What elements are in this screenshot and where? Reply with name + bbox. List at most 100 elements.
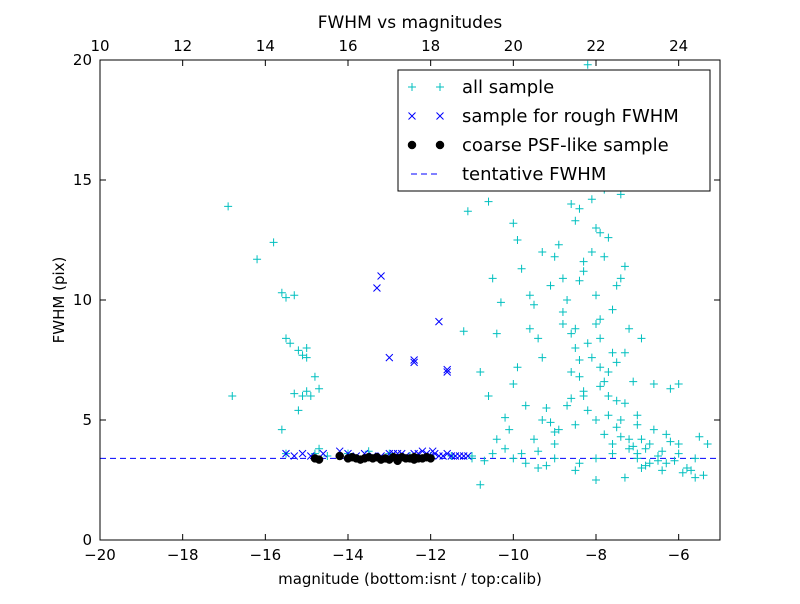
point-plus-14	[298, 392, 307, 400]
point-plus-137-shape	[649, 425, 658, 434]
point-plus-95	[662, 430, 671, 439]
point-x-6	[443, 365, 452, 374]
legend-symbol-x-a	[408, 112, 416, 120]
point-plus-120-shape	[587, 248, 596, 256]
point-plus-56	[550, 252, 559, 261]
point-plus-2	[253, 255, 262, 264]
point-plus-175	[554, 425, 563, 434]
point-plus-151-shape	[600, 430, 609, 439]
point-plus-167	[596, 228, 605, 237]
legend-symbol-x-b	[436, 112, 444, 120]
point-plus-56-shape	[550, 252, 559, 261]
x-axis-label: magnitude (bottom:isnt / top:calib)	[278, 570, 542, 588]
point-plus-155-shape	[645, 440, 654, 448]
point-plus-166-shape	[579, 267, 588, 276]
point-plus-51	[542, 404, 551, 412]
point-dot-1-shape	[314, 455, 324, 464]
point-plus-135-shape	[616, 416, 625, 424]
point-x-8-shape	[282, 449, 290, 458]
point-plus-16-shape	[310, 372, 319, 381]
point-plus-173	[521, 401, 530, 410]
point-plus-65	[575, 356, 584, 364]
point-plus-89	[637, 334, 646, 343]
point-plus-84	[620, 399, 629, 408]
point-plus-137	[649, 425, 658, 434]
point-plus-181-shape	[633, 454, 642, 463]
y-axis-label: FWHM (pix)	[50, 257, 68, 344]
point-plus-72-shape	[592, 320, 600, 328]
point-plus-101	[687, 466, 696, 475]
series-dot	[310, 451, 435, 466]
point-x-38-shape	[428, 447, 437, 456]
point-plus-41-shape	[496, 298, 505, 307]
point-plus-153-shape	[625, 444, 634, 453]
point-plus-69	[583, 406, 592, 415]
point-plus-64-shape	[571, 344, 580, 352]
point-plus-1-shape	[228, 392, 237, 400]
point-plus-79-shape	[608, 348, 617, 357]
point-plus-136-shape	[633, 411, 642, 420]
point-plus-168-shape	[538, 248, 547, 256]
x-tick-label: −10	[498, 546, 530, 564]
top-tick-label: 12	[173, 37, 192, 55]
point-plus-14-shape	[298, 392, 307, 400]
point-plus-0-shape	[224, 202, 233, 211]
point-plus-59-shape	[558, 308, 567, 316]
point-plus-78	[604, 411, 613, 420]
point-plus-143	[571, 466, 580, 475]
point-plus-153	[625, 444, 634, 453]
x-tick-label: −14	[332, 546, 364, 564]
legend-symbol-dot-a	[407, 140, 417, 150]
point-plus-67	[579, 257, 588, 266]
point-plus-156-shape	[658, 447, 667, 456]
point-plus-71-shape	[592, 224, 600, 232]
point-plus-104-shape	[699, 471, 708, 480]
top-tick-label: 14	[256, 37, 275, 55]
point-plus-165-shape	[612, 281, 621, 290]
point-plus-141-shape	[620, 473, 629, 482]
point-plus-36	[484, 197, 493, 206]
y-tick-label: 5	[82, 411, 92, 429]
point-plus-19-shape	[277, 425, 286, 434]
point-dot-24-shape	[376, 455, 386, 464]
point-plus-138-shape	[666, 437, 675, 446]
point-plus-131-shape	[579, 387, 588, 396]
point-plus-12	[302, 353, 311, 362]
point-plus-7	[282, 334, 290, 343]
point-dot-25-shape	[356, 455, 365, 464]
legend-symbol-dot-b	[435, 140, 445, 150]
point-plus-132-shape	[612, 396, 621, 405]
point-plus-146	[501, 444, 510, 453]
point-dot-21-shape	[426, 454, 435, 463]
point-plus-92-shape	[649, 380, 658, 388]
point-plus-127-shape	[583, 339, 592, 348]
point-plus-158-shape	[629, 377, 638, 386]
point-plus-170	[525, 324, 534, 333]
legend-symbol-plus-b-shape	[436, 83, 444, 91]
point-plus-69-shape	[583, 406, 592, 415]
point-plus-120	[587, 248, 596, 256]
point-plus-188	[637, 464, 646, 472]
point-plus-91	[645, 459, 654, 468]
point-plus-183	[691, 454, 700, 463]
point-plus-54	[521, 459, 530, 468]
point-plus-66-shape	[575, 372, 584, 381]
point-plus-1	[228, 392, 237, 400]
point-plus-74-shape	[596, 363, 605, 372]
point-plus-128	[612, 358, 621, 367]
point-plus-44-shape	[509, 219, 518, 228]
point-plus-177-shape	[468, 454, 476, 463]
point-plus-145-shape	[517, 449, 526, 458]
point-plus-145	[517, 449, 526, 458]
point-dot-21	[426, 454, 435, 463]
point-plus-90-shape	[641, 444, 650, 453]
point-plus-94-shape	[658, 466, 667, 475]
point-plus-5	[282, 293, 290, 302]
point-plus-18-shape	[290, 389, 299, 398]
x-tick-label: −18	[167, 546, 199, 564]
point-plus-9-shape	[294, 346, 303, 355]
point-plus-70-shape	[587, 195, 596, 204]
point-plus-17-shape	[315, 384, 324, 393]
point-plus-98-shape	[670, 456, 679, 465]
point-plus-170-shape	[525, 324, 534, 333]
